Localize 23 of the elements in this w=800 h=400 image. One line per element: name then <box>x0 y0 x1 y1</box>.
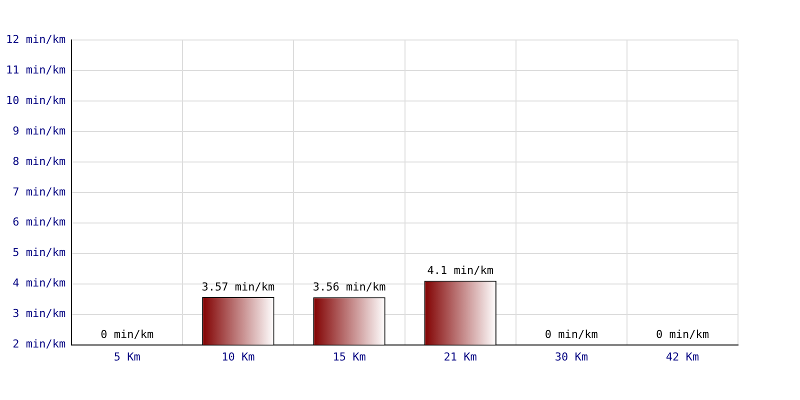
x-tick-label: 21 Km <box>444 350 478 364</box>
text: 0 min/km <box>656 328 709 342</box>
data-label: 4.1 min/km <box>427 264 494 278</box>
text: 0 min/km <box>544 328 598 342</box>
x-tick-label: 30 Km <box>554 350 588 364</box>
y-tick-label: 10 min/km <box>6 94 66 107</box>
y-tick-label: 5 min/km <box>12 246 66 260</box>
y-tick-label: 11 min/km <box>6 63 66 76</box>
y-tick-label: 4 min/km <box>12 276 66 290</box>
y-tick-label: 7 min/km <box>12 185 66 198</box>
y-tick-label: 6 min/km <box>12 216 66 229</box>
y-tick-label: 3 min/km <box>12 307 66 320</box>
data-label: 3.56 min/km <box>312 280 386 294</box>
x-tick-label: 15 Km <box>332 350 366 364</box>
x-tick-label: 42 Km <box>666 350 700 364</box>
data-label: 3.57 min/km <box>202 280 275 294</box>
y-tick-label: 9 min/km <box>12 124 66 138</box>
x-tick-label: 10 Km <box>222 350 256 364</box>
y-tick-label: 12 min/km <box>6 32 66 46</box>
y-tick-label: 2 min/km <box>12 338 66 351</box>
text: 0 min/km <box>100 328 154 342</box>
y-tick-label: 8 min/km <box>12 154 66 168</box>
x-tick-label: 5 Km <box>114 350 141 364</box>
